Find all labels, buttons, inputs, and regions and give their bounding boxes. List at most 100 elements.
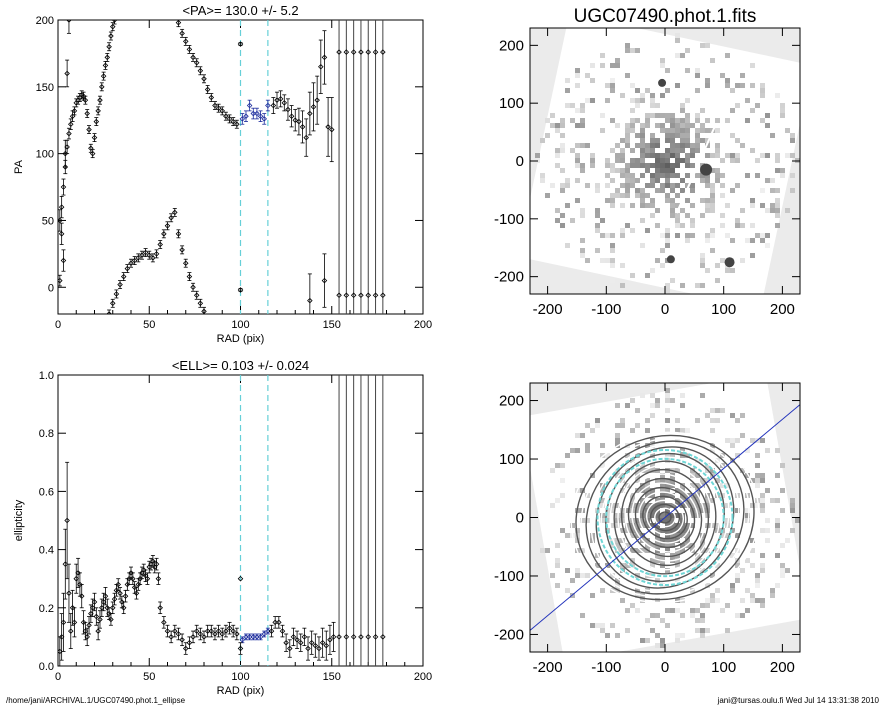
ell-data-point [350,634,357,640]
ell-data-point [380,634,386,640]
ell-data-point [182,645,189,652]
pa-data-point [193,292,200,299]
ell-data-point [265,628,271,634]
pa-data-point [172,209,178,216]
pa-data-point [234,121,240,128]
ell-data-point [323,642,330,649]
pa-data-point [68,121,74,128]
pa-data-point [230,118,236,125]
ell-data-point [186,639,193,646]
pa-data-point [215,105,222,111]
pa-data-point [285,106,291,113]
ell-data-point [168,634,174,640]
image-top-y-tick-label: 200 [499,37,524,54]
ell-data-point [93,613,100,620]
pa-y-tick-label: 150 [36,82,54,94]
foreground-star-icon [724,257,735,268]
image-bottom-y-tick-label: -200 [494,626,524,643]
isophote-ring [658,511,672,524]
ell-data-point [372,634,379,640]
pa-data-point [146,252,153,258]
ell-data-point [327,637,333,643]
image-bottom-x-tick-label: -100 [591,659,621,676]
image-title: UGC07490.phot.1.fits [574,6,757,27]
image-top-x-tick-label: -200 [533,301,563,318]
pa-data-point [372,49,379,55]
pa-data-point [190,284,196,291]
pa-data-point [186,273,193,280]
pa-data-point [161,231,167,237]
image-bottom-y-tick-label: -100 [494,568,524,585]
image-top-pixel-layer [535,33,800,293]
ell-data-point [358,634,364,640]
ell-data-point [150,558,156,565]
pa-x-axis-label: RAD (pix) [217,333,265,345]
pa-data-point [124,265,131,272]
pa-data-point [60,257,67,264]
ell-data-point [226,625,233,631]
pa-data-point [257,113,264,119]
ell-data-point [104,605,111,611]
pa-x-tick-label: 100 [231,319,249,331]
pa-data-point [135,255,142,261]
pa-data-point [131,257,138,264]
pa-data-point [80,93,87,99]
ell-y-tick-label: 0.4 [39,545,54,557]
pa-data-point [69,0,73,2]
ell-x-tick-label: 0 [55,671,61,683]
pa-data-point [60,184,67,190]
ell-y-tick-label: 0.8 [39,428,54,440]
pa-data-point [310,104,317,110]
ell-data-point [115,581,121,588]
pa-x-tick-label: 50 [143,319,155,331]
pa-data-point [128,260,134,266]
ell-data-point [111,596,118,602]
image-top-x-tick-label: 0 [661,301,669,318]
pa-y-tick-label: 0 [48,282,54,294]
pa-data-point [118,7,122,11]
pa-data-point [175,20,182,26]
isophote-ring [654,507,676,528]
pa-data-point [62,150,69,157]
ell-data-point [175,631,182,637]
image-top-y-tick-label: 100 [499,95,524,112]
ell-data-point [230,628,236,634]
pa-y-tick-label: 200 [36,15,54,27]
ell-data-point [68,628,74,634]
ell-data-point [84,634,90,640]
pa-data-point [82,97,89,103]
ell-data-point [179,637,185,643]
pa-data-point [303,134,309,141]
pa-data-point [190,54,196,61]
pa-data-point [114,12,118,16]
ell-x-tick-label: 150 [323,671,341,683]
pa-panel: <PA>= 130.0 +/- 5.2 0 50 100 150 200 0 50 100 150… [13,0,432,345]
ell-data-point [305,645,311,652]
image-bottom-y-tick-label: 100 [499,451,524,468]
ell-data-point [365,634,372,640]
pa-data-point [281,100,288,106]
image-top-y-tick-label: -100 [494,211,524,228]
pa-data-point [365,292,372,299]
pa-data-point [71,108,78,114]
ell-data-point [219,631,226,637]
mean-pa-line [530,403,800,632]
image-panel-bottom: -200 -100 0 100 200 -200 -100 0 100 200 [494,382,801,676]
pa-data-point [106,311,112,314]
pa-data-point [122,2,126,6]
pa-chart-title: <PA>= 130.0 +/- 5.2 [182,3,298,18]
pa-x-tick-label: 150 [323,319,341,331]
ell-data-point [297,639,304,646]
isophote-rings [570,431,760,604]
pa-data-point [265,102,271,109]
pa-data-point [325,124,331,130]
pa-data-point [89,150,96,157]
ell-data-point [155,575,162,582]
pa-data-point [201,76,207,82]
ell-data-point [215,628,222,634]
pa-data-point [254,110,260,117]
pa-data-point [237,41,244,47]
image-top-y-tick-label: -200 [494,269,524,286]
foreground-star-icon [666,255,675,264]
isophote-ring [634,486,696,549]
